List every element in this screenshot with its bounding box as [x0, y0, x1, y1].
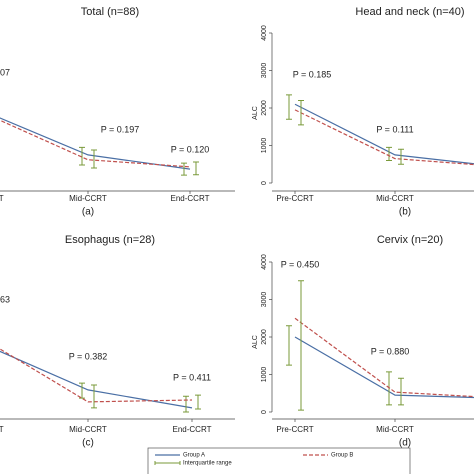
y-axis-label: ALC [252, 335, 259, 349]
error-bar [91, 384, 97, 409]
p-value: P = 0.382 [69, 351, 108, 361]
legend-label: Group A [183, 453, 205, 459]
error-bar [181, 162, 187, 176]
x-tick-label: Pre-CCRT [276, 194, 313, 203]
legend-swatch [154, 461, 181, 465]
x-tick-label: Pre-CCRT [0, 194, 4, 203]
legend-box [147, 447, 411, 474]
y-tick-label: 3000 [261, 292, 268, 308]
panel-label: (a) [82, 207, 94, 218]
p-value: P = 0.111 [376, 124, 413, 134]
p-value: 07 [0, 67, 10, 77]
error-bar [286, 325, 292, 366]
error-bar [91, 149, 97, 169]
error-bar [386, 146, 392, 161]
p-value: P = 0.880 [371, 346, 410, 356]
y-axis-label: ALC [252, 106, 259, 120]
series-line [0, 350, 193, 409]
panel-title: Head and neck (n=40) [355, 6, 464, 18]
y-tick-label: 1000 [261, 367, 268, 383]
error-bar [298, 100, 304, 126]
panel-label: (b) [399, 207, 411, 218]
panel-title: Cervix (n=20) [377, 234, 443, 246]
p-value: P = 0.450 [281, 259, 320, 269]
y-tick-label: 4000 [261, 25, 268, 41]
x-tick-label: Mid-CCRT [69, 194, 107, 203]
y-tick-label: 3000 [261, 63, 268, 79]
error-bar [79, 382, 85, 399]
x-tick-label: Pre-CCRT [0, 425, 4, 434]
p-value: P = 0.120 [171, 144, 210, 154]
x-tick-label: End-CCRT [173, 425, 212, 434]
y-tick-label: 4000 [261, 254, 268, 270]
x-tick-label: Mid-CCRT [376, 194, 414, 203]
legend-label: Group B [331, 453, 353, 459]
x-tick-label: Mid-CCRT [376, 425, 414, 434]
error-bar [193, 161, 199, 176]
legend-label: Interquartile range [183, 461, 232, 467]
panel-label: (d) [399, 438, 411, 449]
y-tick-label: 2000 [261, 329, 268, 345]
error-bar [183, 395, 189, 413]
y-tick-label: 0 [261, 410, 268, 414]
y-tick-label: 0 [261, 181, 268, 185]
y-tick-label: 2000 [261, 100, 268, 116]
x-tick-label: Mid-CCRT [69, 425, 107, 434]
panel-label: (c) [82, 438, 94, 449]
series-line [0, 117, 191, 170]
series-line [294, 109, 474, 166]
p-value: P = 0.185 [293, 69, 332, 79]
series-line [0, 348, 193, 403]
series-line [294, 103, 474, 165]
panel-title: Total (n=88) [81, 6, 139, 18]
series-line [0, 119, 191, 168]
error-bar [398, 377, 404, 406]
y-tick-label: 1000 [261, 138, 268, 154]
series-line [294, 317, 474, 398]
error-bar [79, 146, 85, 166]
error-bar [398, 148, 404, 165]
series-line [294, 336, 474, 399]
p-value: 63 [0, 294, 10, 304]
p-value: P = 0.197 [101, 124, 140, 134]
error-bar [298, 280, 304, 411]
p-value: P = 0.411 [173, 372, 211, 382]
x-tick-label: Pre-CCRT [276, 425, 313, 434]
x-tick-label: End-CCRT [171, 194, 210, 203]
panel-title: Esophagus (n=28) [65, 234, 155, 246]
error-bar [286, 94, 292, 120]
error-bar [195, 394, 201, 410]
